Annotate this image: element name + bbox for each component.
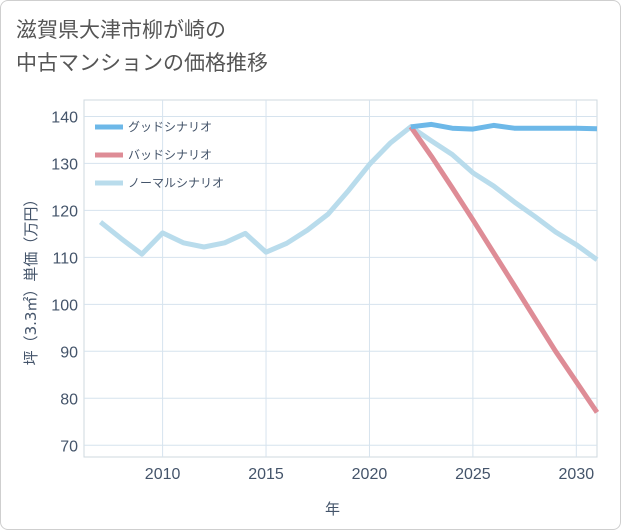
y-axis-label: 坪（3.3㎡）単価（万円）	[22, 192, 40, 366]
legend-label-0: グッドシナリオ	[128, 120, 212, 134]
y-tick-label: 130	[51, 156, 78, 173]
y-tick-label: 120	[51, 203, 78, 220]
x-tick-label: 2010	[145, 466, 181, 483]
x-axis-label: 年	[325, 500, 340, 518]
title-line-1: 滋賀県大津市柳が崎の	[16, 18, 226, 42]
series-line-1	[408, 125, 600, 414]
series-line-0	[410, 121, 598, 132]
x-tick-label: 2015	[248, 466, 284, 483]
x-tick-label: 2030	[559, 466, 595, 483]
chart-title: 滋賀県大津市柳が崎の 中古マンションの価格推移	[16, 14, 268, 80]
legend-label-1: バッドシナリオ	[128, 148, 212, 162]
y-tick-label: 140	[51, 109, 78, 126]
y-tick-label: 90	[60, 344, 78, 361]
y-tick-label: 100	[51, 297, 78, 314]
y-tick-label: 80	[60, 391, 78, 408]
title-line-2: 中古マンションの価格推移	[16, 51, 268, 75]
series-line-2	[98, 124, 599, 262]
plot-area	[83, 99, 598, 458]
x-tick-label: 2020	[352, 466, 388, 483]
x-tick-label: 2025	[455, 466, 491, 483]
y-tick-label: 110	[52, 250, 78, 267]
legend-label-2: ノーマルシナリオ	[128, 176, 224, 190]
y-tick-label: 70	[60, 438, 78, 455]
